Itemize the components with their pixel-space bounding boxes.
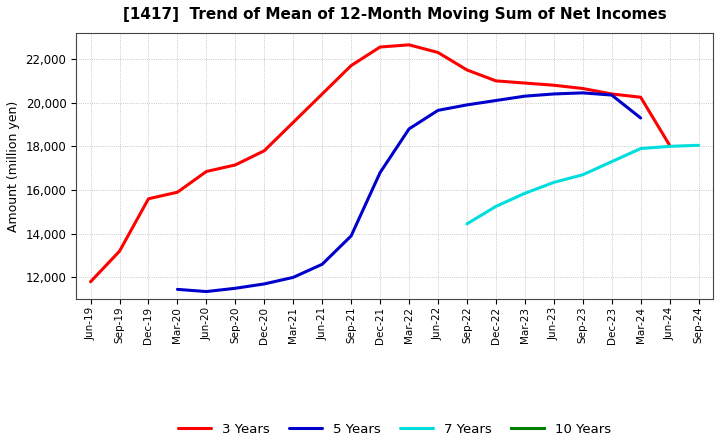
5 Years: [636, 115, 645, 121]
3 Years: [549, 83, 558, 88]
3 Years: [144, 196, 153, 202]
5 Years: [433, 108, 442, 113]
3 Years: [665, 143, 674, 148]
7 Years: [521, 191, 529, 196]
5 Years: [318, 262, 326, 267]
5 Years: [376, 170, 384, 175]
3 Years: [578, 86, 587, 91]
3 Years: [86, 279, 95, 284]
3 Years: [492, 78, 500, 84]
3 Years: [202, 169, 211, 174]
5 Years: [492, 98, 500, 103]
3 Years: [608, 92, 616, 97]
3 Years: [115, 249, 124, 254]
3 Years: [173, 190, 181, 195]
5 Years: [231, 286, 240, 291]
5 Years: [202, 289, 211, 294]
3 Years: [347, 63, 356, 68]
3 Years: [318, 92, 326, 97]
7 Years: [636, 146, 645, 151]
5 Years: [260, 281, 269, 286]
3 Years: [636, 95, 645, 100]
7 Years: [665, 144, 674, 149]
Line: 5 Years: 5 Years: [177, 93, 641, 292]
5 Years: [578, 90, 587, 95]
3 Years: [376, 44, 384, 50]
5 Years: [173, 287, 181, 292]
3 Years: [289, 120, 297, 125]
7 Years: [463, 221, 472, 227]
5 Years: [289, 275, 297, 280]
5 Years: [608, 92, 616, 98]
Title: [1417]  Trend of Mean of 12-Month Moving Sum of Net Incomes: [1417] Trend of Mean of 12-Month Moving …: [122, 7, 667, 22]
3 Years: [433, 50, 442, 55]
3 Years: [231, 162, 240, 168]
5 Years: [405, 126, 413, 132]
Y-axis label: Amount (million yen): Amount (million yen): [7, 100, 20, 231]
5 Years: [463, 102, 472, 107]
5 Years: [521, 94, 529, 99]
7 Years: [608, 159, 616, 164]
Line: 7 Years: 7 Years: [467, 145, 698, 224]
7 Years: [549, 180, 558, 185]
Legend: 3 Years, 5 Years, 7 Years, 10 Years: 3 Years, 5 Years, 7 Years, 10 Years: [173, 418, 616, 440]
Line: 3 Years: 3 Years: [91, 45, 670, 282]
3 Years: [463, 67, 472, 73]
3 Years: [521, 81, 529, 86]
5 Years: [549, 92, 558, 97]
7 Years: [492, 204, 500, 209]
7 Years: [578, 172, 587, 177]
7 Years: [694, 143, 703, 148]
5 Years: [347, 233, 356, 238]
3 Years: [405, 42, 413, 48]
3 Years: [260, 148, 269, 154]
